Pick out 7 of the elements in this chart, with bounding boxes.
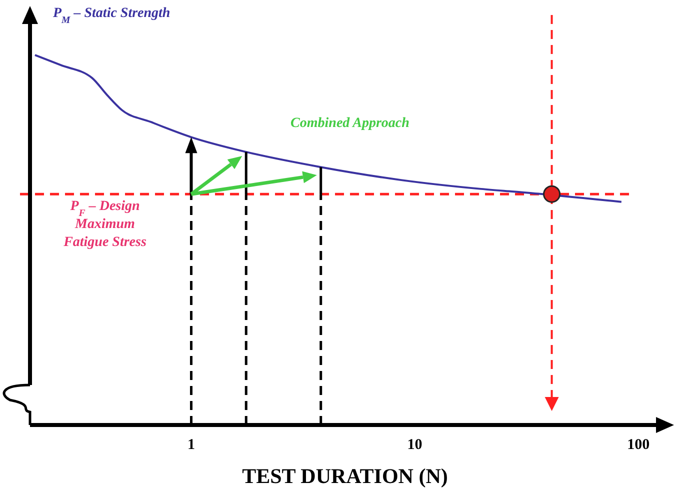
x-axis-title: TEST DURATION (N) <box>242 464 448 488</box>
x-tick-label: 1 <box>187 437 195 453</box>
annotation: Combined Approach <box>290 116 410 131</box>
x-tick-label: 10 <box>407 437 422 453</box>
annotation: P$_{M}$ – Static Strength <box>52 6 170 26</box>
x-tick-label: 100 <box>627 437 650 453</box>
ref-line-label: P$_{F}$ – Design Maximum Fatigue Stress <box>62 199 147 250</box>
